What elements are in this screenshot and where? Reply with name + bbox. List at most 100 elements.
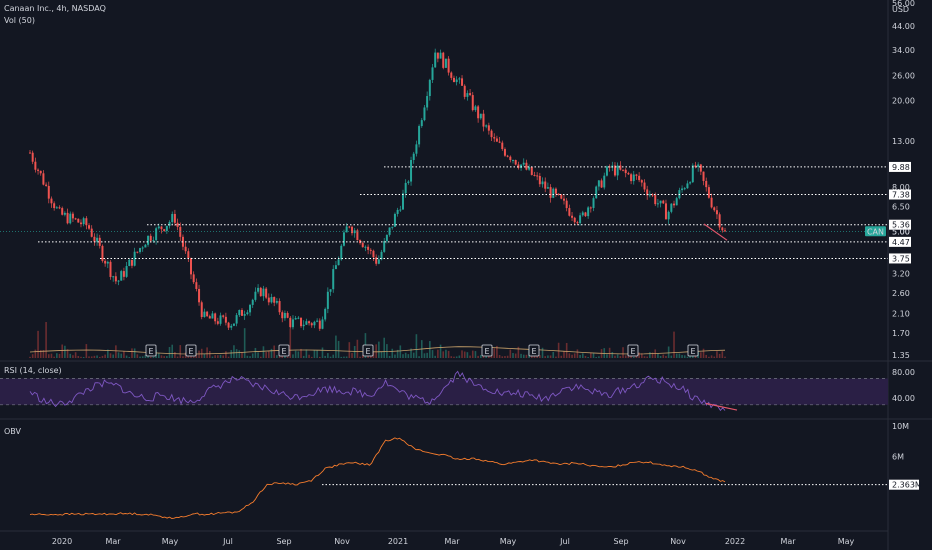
earnings-marker-label: E [531, 347, 536, 356]
price-candle [431, 67, 434, 80]
earnings-marker[interactable] [481, 344, 493, 357]
price-candle [157, 226, 160, 229]
volume-bar [565, 342, 568, 358]
volume-bar [227, 356, 230, 358]
symbol-tag[interactable] [865, 226, 886, 237]
price-candle [401, 193, 404, 210]
volume-bar [710, 355, 713, 358]
volume-bar [69, 353, 72, 358]
volume-bar [259, 356, 262, 358]
volume-bar [520, 353, 522, 358]
volume-bar [670, 355, 673, 358]
volume-label: Vol (50) [4, 16, 35, 25]
price-candle [455, 79, 458, 83]
volume-bar [348, 342, 351, 358]
volume-bar [450, 356, 453, 358]
volume-bar [598, 356, 600, 358]
volume-bar [418, 356, 420, 358]
price-candle [173, 213, 176, 223]
volume-bar [673, 331, 675, 358]
price-candle [222, 315, 225, 317]
price-candle [721, 227, 724, 231]
price-candle [654, 194, 657, 205]
volume-bar [80, 356, 82, 358]
price-candle [246, 312, 249, 315]
volume-bar [606, 354, 608, 358]
price-tick-label: 1.70 [892, 329, 910, 338]
price-candle [120, 271, 123, 281]
price-candle [230, 325, 233, 328]
volume-bar [410, 348, 412, 358]
last-price-label: 5.00 [892, 227, 910, 236]
volume-bar [308, 354, 310, 358]
price-candle [31, 152, 34, 162]
price-level-tag [889, 253, 911, 264]
volume-bar [187, 354, 190, 358]
price-candle [715, 210, 718, 215]
volume-bar [120, 353, 123, 358]
volume-bar [718, 353, 721, 358]
volume-bar [158, 352, 160, 358]
volume-bar [230, 349, 233, 358]
volume-bar [254, 347, 257, 358]
time-tick-label: 2022 [725, 537, 745, 546]
volume-bar [356, 339, 359, 358]
price-candle [214, 313, 217, 322]
price-tick-label: 8.00 [892, 183, 910, 192]
price-candle [385, 234, 388, 242]
earnings-marker[interactable] [687, 344, 699, 357]
volume-bar [616, 354, 619, 358]
earnings-marker[interactable] [627, 344, 639, 357]
rsi-line [29, 370, 726, 412]
price-candle [289, 317, 292, 328]
volume-bar [297, 351, 300, 358]
price-candle [195, 282, 198, 289]
volume-bar [262, 346, 265, 358]
price-candle [450, 72, 453, 78]
price-candle [630, 174, 633, 182]
volume-bar [557, 342, 560, 358]
price-candle [412, 153, 415, 161]
price-candle [388, 227, 391, 235]
volume-bar [657, 353, 659, 358]
price-candle [479, 113, 482, 119]
price-level-tag-label: 3.75 [892, 254, 910, 263]
price-candle [423, 107, 426, 121]
price-candle [149, 235, 152, 241]
price-candle [707, 187, 710, 198]
price-trend-line [703, 223, 728, 241]
volume-bar [573, 353, 576, 358]
volume-bar [399, 345, 402, 358]
price-candle [259, 287, 262, 297]
earnings-marker[interactable] [145, 344, 157, 357]
price-candle [356, 230, 359, 241]
price-level-tag-label: 5.36 [892, 221, 910, 230]
earnings-marker[interactable] [528, 344, 540, 357]
volume-bar [396, 349, 399, 358]
earnings-marker[interactable] [278, 344, 290, 357]
volume-bar [168, 347, 171, 358]
price-candle [648, 194, 651, 196]
price-candle [675, 198, 678, 206]
price-level-tag-label: 9.88 [892, 163, 910, 172]
volume-bar [45, 322, 47, 358]
volume-bar [638, 352, 640, 358]
price-candle [257, 287, 260, 292]
time-tick-label: Sep [276, 537, 291, 546]
volume-bar [539, 355, 541, 358]
price-tick-label: 26.00 [892, 71, 915, 80]
price-candle [294, 318, 297, 320]
earnings-marker[interactable] [362, 344, 374, 357]
price-candle [667, 211, 670, 220]
price-candle [391, 226, 394, 228]
price-candle [635, 174, 638, 176]
volume-bar [123, 351, 125, 358]
earnings-marker[interactable] [185, 344, 197, 357]
price-candle [608, 166, 611, 168]
earnings-marker-label: E [148, 347, 153, 356]
price-candle [506, 155, 509, 157]
price-candle [579, 215, 582, 224]
time-tick-label: May [838, 537, 855, 546]
volume-bar [141, 356, 144, 358]
